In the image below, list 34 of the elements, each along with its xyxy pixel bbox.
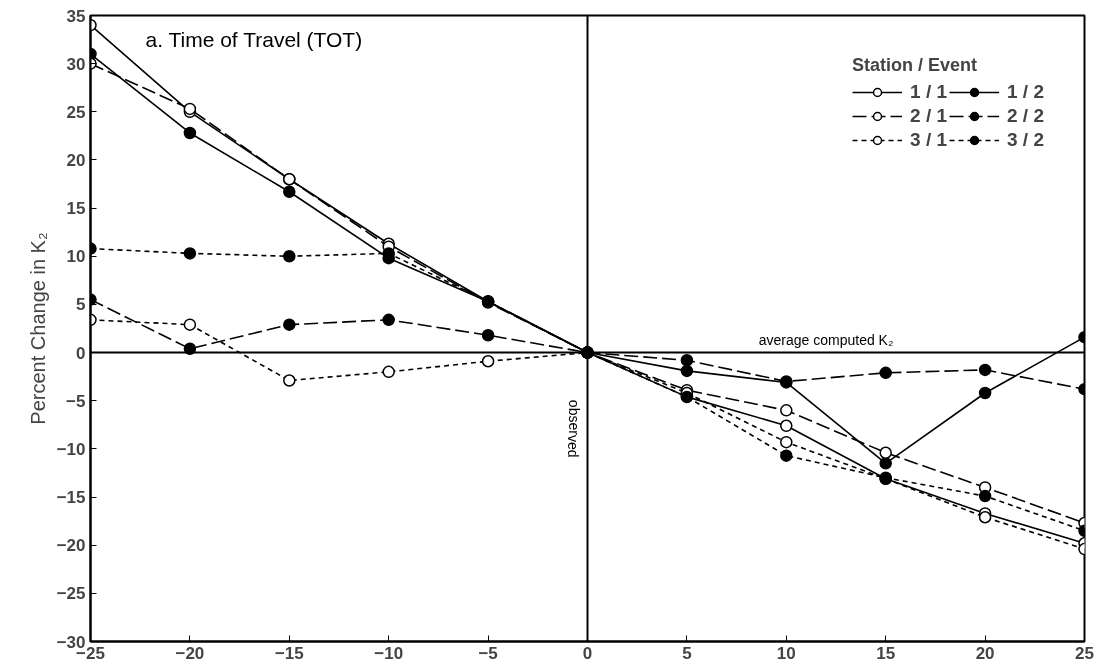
y-tick-label: 25 [66,102,86,122]
ref-line-label: average computed K₂ [758,331,894,348]
x-tick-label: 0 [582,643,593,663]
y-tick-label: 35 [66,6,86,26]
x-tick-label: −20 [175,643,205,663]
x-tick-label: 5 [682,643,692,663]
legend-label: 1 / 1 [910,81,948,103]
y-tick-label: −15 [56,488,86,508]
y-tick-label: 30 [66,54,86,74]
y-tick-label: −10 [56,439,86,459]
legend-title: Station / Event [852,55,979,76]
legend-label: 1 / 2 [1007,81,1044,103]
x-tick-label: −15 [274,643,304,663]
legend-label: 3 / 2 [1007,129,1044,151]
y-tick-label: 0 [76,343,86,363]
y-tick-label: −25 [56,584,86,604]
y-tick-label: −20 [56,536,86,556]
y-tick-label: 15 [66,199,86,219]
x-tick-label: −10 [374,643,404,663]
legend-label: 2 / 1 [910,105,948,127]
y-tick-label: 10 [66,247,86,267]
x-tick-label: −5 [478,643,498,663]
legend-label: 3 / 1 [910,129,948,151]
x-tick-label: 25 [1075,643,1094,663]
text: a. Time of Travel (TOT) [145,27,363,51]
y-tick-label: 5 [76,295,86,315]
x-tick-label: 10 [776,643,796,663]
x-tick-label: 15 [876,643,896,663]
legend-label: 2 / 2 [1007,105,1044,127]
y-tick-label: 20 [66,150,86,170]
y-tick-label: −5 [66,391,86,411]
x-tick-label: 20 [975,643,995,663]
ref-line-label: observed [565,399,582,458]
y-axis-title: Percent Change in K₂ [26,232,49,425]
